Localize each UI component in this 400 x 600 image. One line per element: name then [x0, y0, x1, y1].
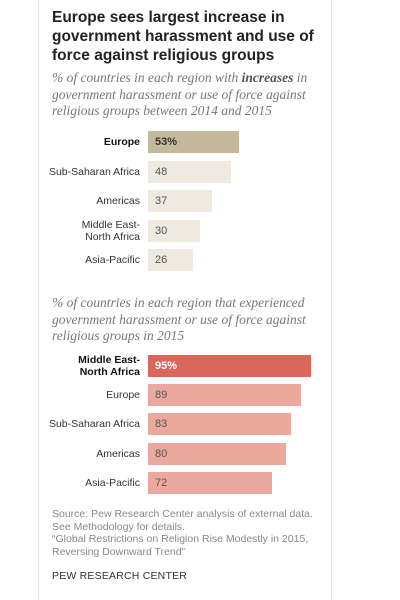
category-label: Middle East- North Africa [81, 218, 140, 243]
bar [148, 471, 272, 494]
value-label: 89 [155, 389, 168, 402]
bar [148, 190, 212, 212]
bar [148, 219, 200, 242]
value-label: 83 [155, 418, 168, 431]
category-label: Asia-Pacific [85, 476, 140, 489]
category-label: Americas [96, 195, 140, 207]
value-label: 37 [155, 195, 168, 207]
value-label: 80 [155, 447, 168, 460]
category-label: Asia-Pacific [85, 254, 140, 266]
subtitle: % of countries in each region that exper… [52, 295, 327, 345]
value-label: 72 [155, 476, 168, 489]
bar [148, 413, 291, 436]
subtitle-part: in government harassment or use of force… [52, 70, 308, 118]
category-label: Middle East- North Africa [78, 354, 140, 378]
value-label: 95% [155, 360, 178, 372]
source: Source: Pew Research Center analysis of … [52, 508, 320, 558]
source-line: See Methodology for details. [52, 520, 186, 533]
value-label: 53% [155, 136, 178, 148]
bar [148, 249, 193, 271]
frame [38, 0, 332, 600]
source-line: “Global Restrictions on Religion Rise Mo… [52, 533, 309, 558]
bar [148, 131, 240, 153]
value-label: 48 [155, 165, 168, 178]
subtitle: % of countries in each region with incre… [52, 70, 327, 120]
subtitle-part: % of countries in each region with [52, 70, 242, 85]
bar [148, 442, 286, 465]
category-label: Sub-Saharan Africa [48, 418, 140, 431]
value-label: 30 [155, 224, 168, 237]
bar [148, 355, 312, 377]
category-label: Europe [103, 136, 140, 148]
subtitle-part: % of countries in each region that exper… [52, 295, 306, 343]
title: Europe sees largest increase in governme… [52, 9, 314, 64]
category-label: Sub-Saharan Africa [48, 165, 140, 178]
bar [148, 160, 231, 183]
value-label: 26 [155, 254, 168, 266]
source-line: Source: Pew Research Center analysis of … [52, 508, 313, 520]
category-label: Americas [96, 447, 140, 460]
category-label: Europe [106, 389, 140, 402]
credit: PEW RESEARCH CENTER [52, 570, 188, 582]
bar [148, 384, 302, 407]
subtitle-part: increases [241, 70, 294, 85]
